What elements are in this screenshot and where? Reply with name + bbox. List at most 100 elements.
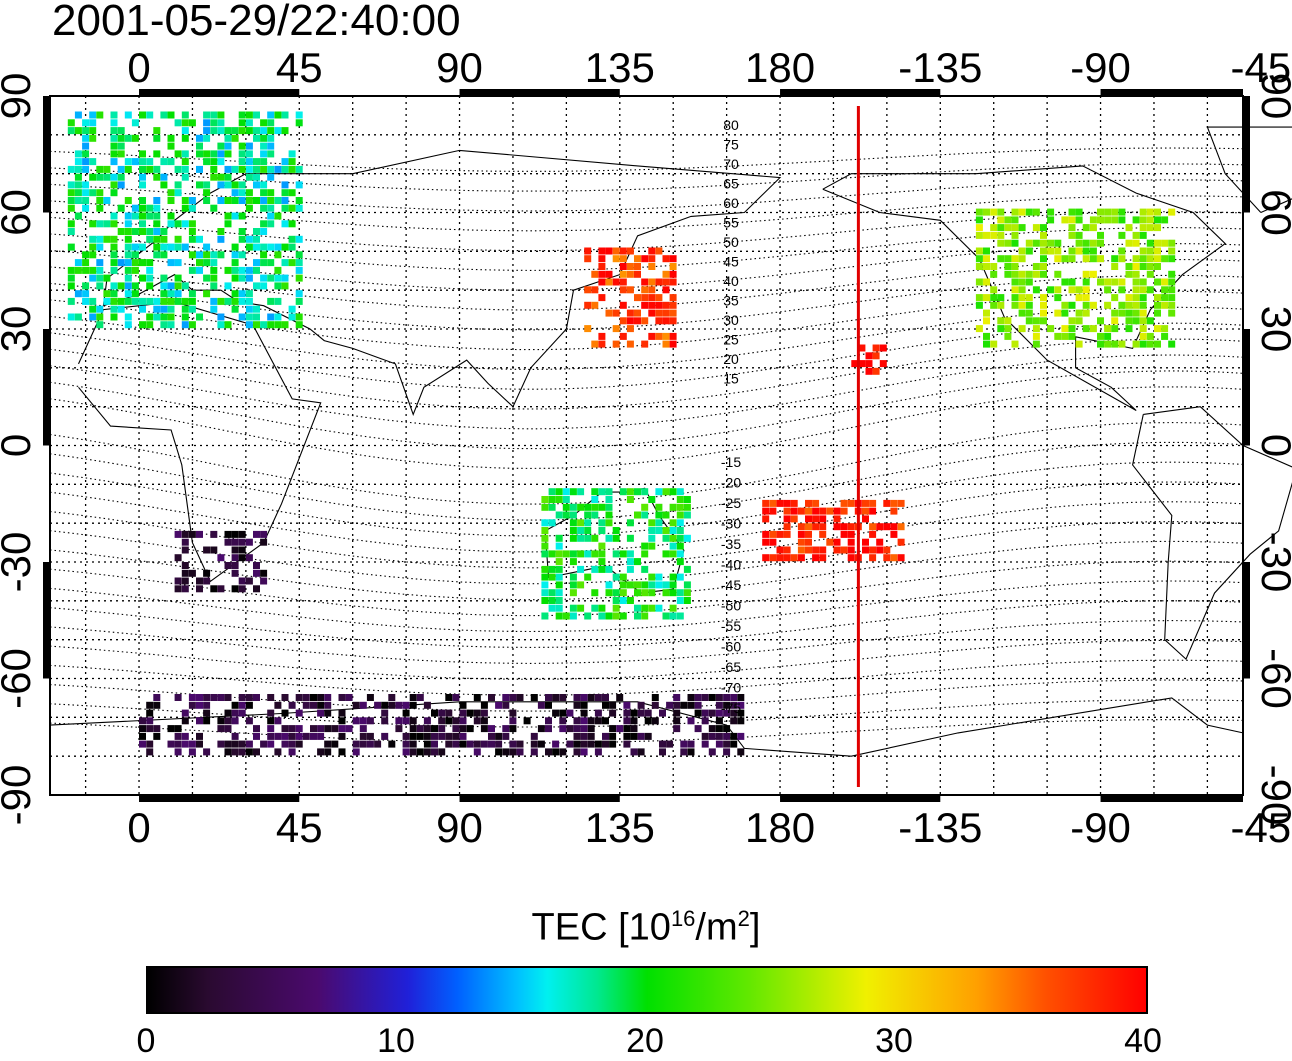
tec-cell xyxy=(110,266,118,274)
tec-cell xyxy=(395,717,403,725)
tec-cell xyxy=(153,305,161,313)
tec-cell xyxy=(96,282,104,290)
tec-cell xyxy=(238,538,246,546)
tec-cell xyxy=(188,251,196,259)
tec-cell xyxy=(648,542,656,550)
tec-cell xyxy=(673,717,681,725)
tec-cell xyxy=(555,612,563,620)
tec-cell xyxy=(673,725,681,733)
tec-cell xyxy=(260,197,268,204)
tec-cell xyxy=(1168,286,1176,294)
tec-cell xyxy=(1047,247,1055,255)
tec-cell xyxy=(267,740,275,748)
tec-cell xyxy=(174,694,182,701)
tec-cell xyxy=(708,748,716,756)
tec-cell xyxy=(210,585,218,593)
tec-cell xyxy=(598,565,606,573)
tec-cell xyxy=(196,694,203,701)
tec-cell xyxy=(530,740,538,748)
top-lon-label: 135 xyxy=(585,44,655,91)
tec-cell xyxy=(402,709,410,717)
tec-cell xyxy=(591,301,599,309)
tec-cell xyxy=(89,313,97,321)
tec-cell xyxy=(1139,340,1147,348)
tec-cell xyxy=(737,701,745,709)
tec-cell xyxy=(82,150,90,158)
tec-cell xyxy=(1146,208,1154,216)
tec-cell xyxy=(203,134,211,142)
tec-cell xyxy=(634,294,641,302)
tec-cell xyxy=(253,305,260,313)
tec-cell xyxy=(295,111,303,119)
tec-cell xyxy=(737,732,745,740)
tec-cell xyxy=(253,282,260,290)
tec-cell xyxy=(217,235,225,243)
tec-cell xyxy=(117,150,125,158)
tec-cell xyxy=(67,189,75,197)
tec-cell xyxy=(174,725,182,733)
tec-cell xyxy=(598,488,606,496)
tec-cell xyxy=(659,740,666,748)
tec-cell xyxy=(783,554,791,562)
tec-cell xyxy=(598,255,606,263)
tec-cell xyxy=(153,313,161,321)
tec-cell xyxy=(1089,239,1097,247)
tec-cell xyxy=(260,150,268,158)
tec-cell xyxy=(139,297,146,305)
tec-cell xyxy=(1139,309,1147,317)
tec-cell xyxy=(196,165,203,173)
tec-cell xyxy=(224,717,232,725)
tec-cell xyxy=(196,251,203,259)
tec-cell xyxy=(662,286,670,294)
tec-cell xyxy=(110,290,118,298)
tec-cell xyxy=(662,332,670,340)
tec-cell xyxy=(253,127,260,135)
tec-cell xyxy=(317,709,325,717)
tec-cell xyxy=(324,694,332,701)
tec-cell xyxy=(805,515,812,523)
tec-cell xyxy=(231,305,239,313)
tec-cell xyxy=(267,694,275,701)
tec-cell xyxy=(1139,286,1147,294)
tec-cell xyxy=(281,321,289,329)
tec-cell xyxy=(1146,270,1154,278)
tec-cell xyxy=(648,263,656,270)
tec-cell xyxy=(181,127,189,135)
tec-cell xyxy=(990,231,998,239)
tec-cell xyxy=(131,282,139,290)
tec-cell xyxy=(431,732,438,740)
tec-cell xyxy=(139,305,146,313)
frame-bar xyxy=(1243,329,1250,446)
tec-cell xyxy=(577,550,585,558)
tec-cell xyxy=(1047,286,1055,294)
tec-cell xyxy=(224,220,232,228)
tec-cell xyxy=(253,165,260,173)
tec-cell xyxy=(509,717,517,725)
tec-cell xyxy=(146,212,154,220)
tec-cell xyxy=(146,259,154,267)
tec-cell xyxy=(983,263,990,270)
tec-cell xyxy=(139,111,146,119)
tec-cell xyxy=(537,740,545,748)
tec-cell xyxy=(310,725,317,733)
tec-cell xyxy=(302,701,310,709)
tec-cell xyxy=(602,701,609,709)
tec-cell xyxy=(975,278,983,286)
tec-cell xyxy=(541,550,549,558)
tec-cell xyxy=(1004,325,1012,333)
tec-cell xyxy=(310,701,317,709)
tec-cell xyxy=(139,321,146,329)
tec-cell xyxy=(181,197,189,204)
tec-cell xyxy=(1154,340,1161,348)
tec-cell xyxy=(160,111,168,119)
tec-cell xyxy=(352,740,360,748)
tec-cell xyxy=(459,709,467,717)
tec-cell xyxy=(260,228,268,235)
tec-cell xyxy=(1082,270,1090,278)
tec-cell xyxy=(224,321,232,329)
tec-cell xyxy=(480,701,488,709)
tec-cell xyxy=(174,119,182,127)
tec-cell xyxy=(238,150,246,158)
tec-cell xyxy=(217,228,225,235)
tec-cell xyxy=(1161,286,1169,294)
